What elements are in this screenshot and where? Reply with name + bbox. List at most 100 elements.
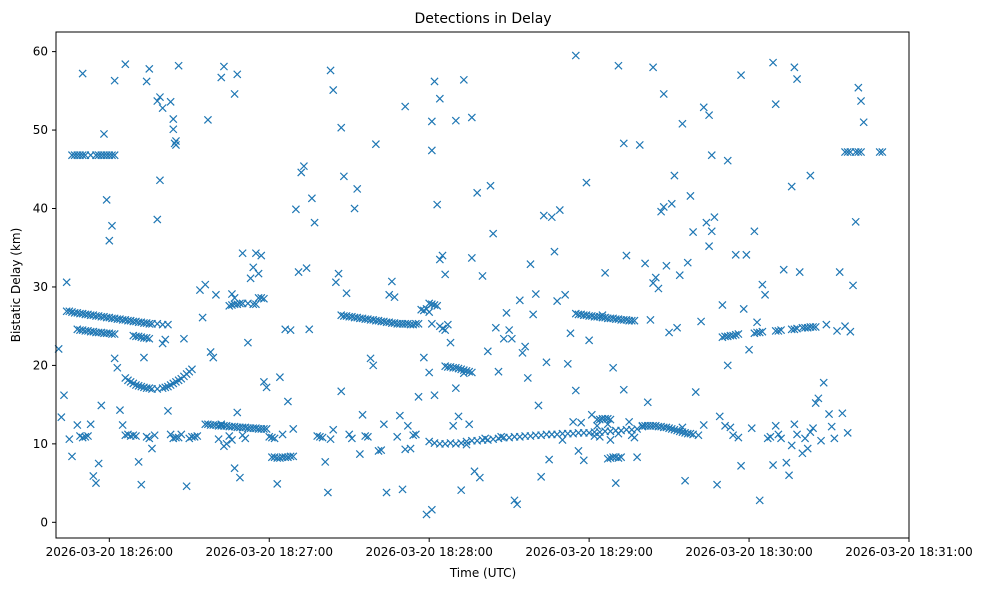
data-point: [809, 322, 818, 331]
data-point: [846, 327, 855, 336]
data-point: [467, 253, 476, 262]
x-axis: 2026-03-20 18:26:00 2026-03-20 18:27:00 20…: [46, 538, 973, 559]
data-point: [462, 440, 471, 449]
data-point: [550, 247, 559, 256]
data-point: [342, 289, 351, 298]
data-point: [121, 60, 130, 69]
data-point: [806, 428, 815, 437]
data-point: [131, 380, 140, 390]
data-point: [603, 420, 612, 429]
data-point: [819, 378, 828, 387]
data-point: [321, 457, 330, 466]
data-point: [131, 431, 140, 441]
data-point: [697, 317, 706, 326]
data-point: [654, 284, 663, 293]
data-point: [491, 323, 500, 332]
data-point: [179, 334, 188, 343]
data-point: [102, 195, 111, 204]
data-point: [163, 320, 172, 329]
data-point: [659, 89, 668, 98]
data-point: [606, 415, 615, 424]
data-point: [793, 75, 802, 84]
data-point: [555, 206, 564, 215]
data-point: [755, 328, 764, 337]
data-point: [673, 323, 682, 332]
data-point: [856, 97, 866, 106]
data-point: [745, 345, 754, 354]
data-point: [166, 430, 175, 439]
y-tick-label: 0: [40, 515, 48, 529]
data-point: [262, 424, 271, 433]
data-point: [753, 318, 762, 327]
data-point: [361, 431, 370, 441]
data-point: [435, 94, 444, 103]
data-point: [393, 432, 402, 441]
data-point: [107, 330, 117, 339]
data-point: [486, 181, 495, 190]
data-point: [299, 162, 308, 171]
y-tick-label: 40: [33, 202, 48, 216]
data-point: [307, 194, 316, 203]
data-point: [643, 398, 652, 407]
data-point: [137, 480, 146, 489]
data-point: [329, 425, 338, 434]
data-point: [529, 310, 538, 319]
data-point: [483, 347, 492, 356]
data-point: [155, 93, 164, 102]
data-point: [691, 388, 700, 397]
data-point: [817, 436, 826, 445]
data-point: [427, 146, 436, 155]
plot-marks: [54, 51, 887, 519]
data-point: [793, 430, 802, 439]
data-point: [403, 421, 412, 430]
y-tick-label: 20: [33, 358, 48, 372]
data-point: [158, 339, 167, 348]
data-point: [710, 213, 719, 222]
data-point: [145, 64, 154, 73]
data-point: [134, 332, 143, 341]
data-point: [603, 454, 612, 463]
data-point: [843, 148, 852, 157]
data-point: [465, 367, 474, 376]
data-point: [443, 320, 452, 329]
data-point: [217, 73, 226, 82]
data-point: [665, 328, 674, 337]
data-point: [251, 300, 260, 309]
data-point: [675, 271, 684, 280]
data-point: [838, 409, 847, 418]
data-point: [531, 289, 540, 299]
data-point: [219, 62, 228, 71]
data-point: [358, 410, 367, 419]
y-axis: 0 10 20 30 40 50 60: [33, 45, 56, 529]
x-tick-label: 2026-03-20 18:29:00: [525, 545, 652, 559]
data-point: [702, 218, 711, 227]
data-point: [158, 104, 167, 113]
data-point: [558, 435, 567, 444]
data-point: [454, 412, 463, 421]
data-point: [457, 486, 466, 495]
data-point: [326, 66, 335, 75]
data-point: [441, 270, 450, 279]
data-point: [681, 476, 690, 485]
data-point: [457, 439, 466, 448]
data-point: [723, 361, 732, 370]
y-tick-label: 30: [33, 280, 48, 294]
data-point: [270, 434, 279, 443]
data-point: [337, 387, 346, 396]
data-point: [230, 89, 239, 98]
data-point: [257, 293, 266, 302]
data-point: [91, 479, 101, 488]
data-point: [467, 113, 476, 122]
data-point: [513, 500, 522, 509]
data-point: [241, 434, 250, 443]
data-point: [806, 171, 815, 180]
data-point: [395, 411, 404, 420]
data-point: [449, 421, 458, 430]
data-point: [345, 430, 354, 439]
data-point: [465, 420, 474, 429]
data-point: [699, 103, 708, 112]
data-point: [657, 207, 666, 216]
data-point: [630, 316, 639, 325]
data-point: [259, 424, 268, 433]
data-point: [686, 191, 695, 200]
